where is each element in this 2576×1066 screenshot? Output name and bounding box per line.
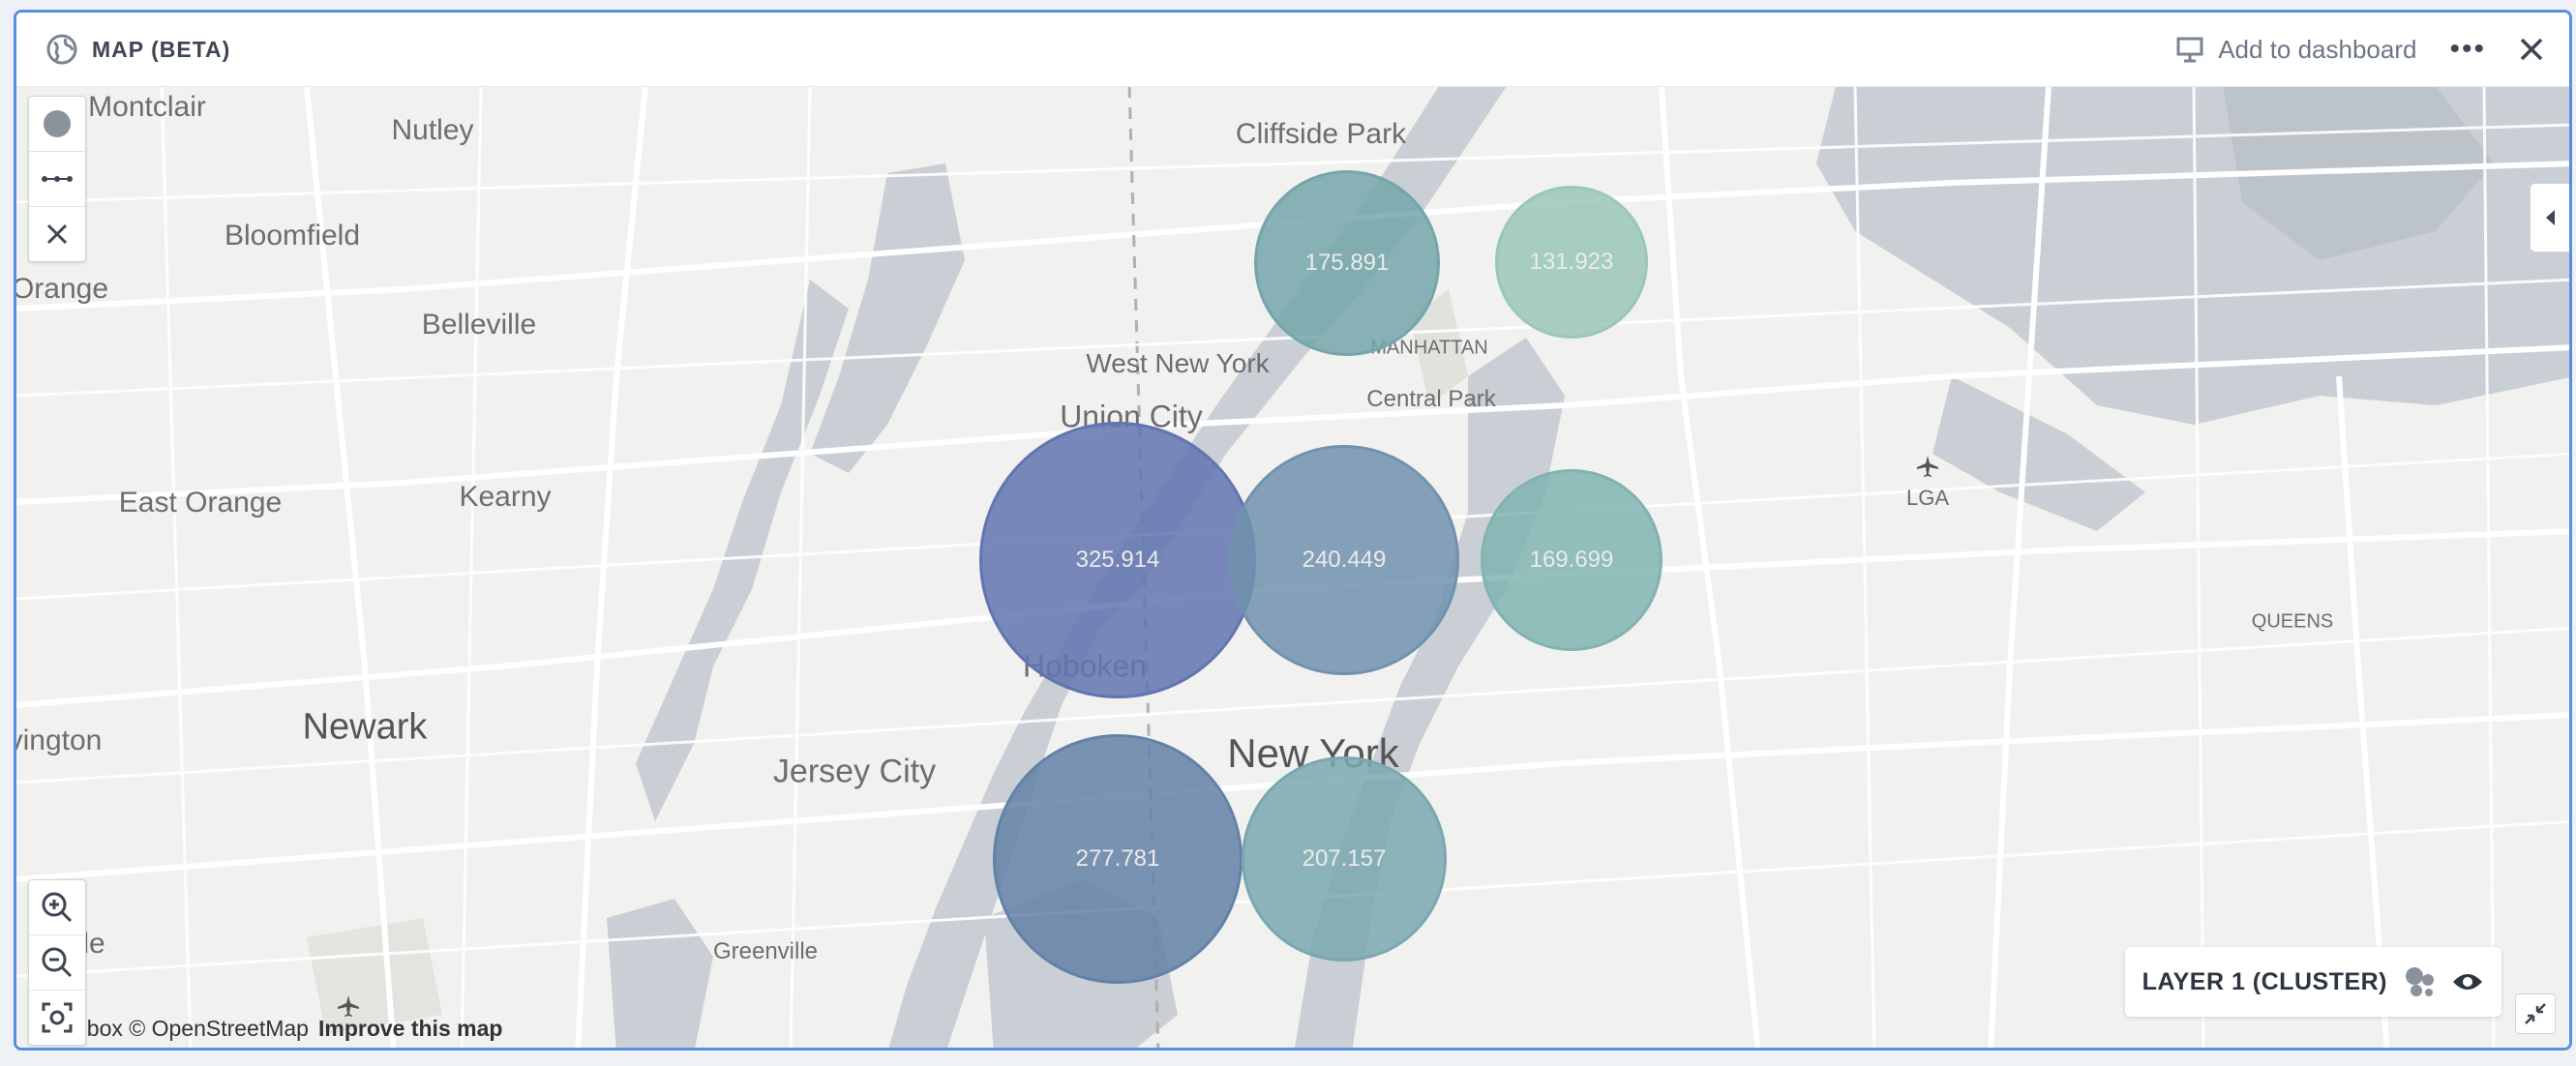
focus-icon bbox=[42, 1002, 73, 1033]
clear-draw-tool[interactable] bbox=[29, 207, 85, 261]
map-label-lga: LGA bbox=[1905, 486, 1950, 510]
map-label-kearny: Kearny bbox=[459, 481, 552, 513]
draw-line-tool[interactable] bbox=[29, 152, 85, 207]
map-label-east-orange: East Orange bbox=[118, 487, 283, 518]
cluster-value: 277.781 bbox=[1075, 845, 1160, 872]
map-label-orange: Orange bbox=[14, 273, 109, 305]
airport-icon bbox=[338, 995, 359, 1017]
collapse-icon bbox=[2525, 1003, 2546, 1024]
cluster-value: 131.923 bbox=[1529, 249, 1614, 275]
zoom-in-button[interactable] bbox=[29, 880, 85, 935]
cluster-icon bbox=[2406, 967, 2434, 996]
map-label-newark: Newark bbox=[302, 706, 428, 748]
cluster-bubble[interactable]: 240.449 bbox=[1229, 445, 1459, 675]
map-label-montclair: Montclair bbox=[88, 91, 206, 123]
cluster-value: 240.449 bbox=[1302, 547, 1387, 573]
attribution-text: pbox © OpenStreetMap bbox=[75, 1016, 309, 1041]
side-panel-toggle[interactable] bbox=[2530, 183, 2569, 252]
cluster-bubble[interactable]: 277.781 bbox=[993, 734, 1243, 984]
zoom-out-button[interactable] bbox=[29, 935, 85, 991]
cluster-value: 169.699 bbox=[1529, 547, 1614, 573]
panel-header: MAP (BETA) Add to dashboard ••• bbox=[16, 13, 2569, 87]
circle-icon bbox=[44, 110, 71, 137]
airport-icon bbox=[1917, 456, 1938, 477]
map-label-jersey-city: Jersey City bbox=[772, 753, 937, 790]
layer-chip[interactable]: LAYER 1 (CLUSTER) bbox=[2124, 947, 2501, 1017]
more-options-button[interactable]: ••• bbox=[2449, 33, 2486, 65]
map-label-nutley: Nutley bbox=[391, 114, 474, 146]
map-canvas[interactable]: Montclair Nutley Cliffside Park Bloomfield O… bbox=[16, 86, 2569, 1048]
draw-point-tool[interactable] bbox=[29, 97, 85, 152]
map-label-manhattan: MANHATTAN bbox=[1370, 337, 1488, 359]
cluster-value: 207.157 bbox=[1302, 845, 1387, 872]
eye-icon[interactable] bbox=[2451, 970, 2484, 993]
map-panel: MAP (BETA) Add to dashboard ••• bbox=[14, 10, 2572, 1051]
map-label-central-park: Central Park bbox=[1366, 386, 1496, 412]
map-label-irvington: vington bbox=[14, 725, 103, 756]
map-label-west-new-york: West New York bbox=[1086, 348, 1270, 378]
cluster-bubble[interactable]: 207.157 bbox=[1242, 756, 1447, 962]
add-to-dashboard-label: Add to dashboard bbox=[2218, 34, 2417, 64]
globe-icon bbox=[46, 34, 77, 65]
cluster-bubble[interactable]: 175.891 bbox=[1254, 170, 1440, 356]
fit-bounds-button[interactable] bbox=[29, 991, 85, 1045]
zoom-out-icon bbox=[42, 947, 73, 978]
improve-map-link[interactable]: Improve this map bbox=[317, 1016, 503, 1041]
map-label-queens: QUEENS bbox=[2251, 610, 2334, 633]
cluster-bubble[interactable]: 131.923 bbox=[1495, 186, 1648, 339]
cluster-value: 175.891 bbox=[1304, 250, 1390, 276]
line-icon bbox=[42, 176, 73, 182]
map-attribution: pbox © OpenStreetMap Improve this map bbox=[75, 1016, 502, 1042]
draw-toolbar bbox=[28, 96, 86, 262]
add-to-dashboard-button[interactable]: Add to dashboard bbox=[2175, 35, 2416, 65]
cluster-bubble[interactable]: 169.699 bbox=[1481, 469, 1662, 651]
panel-title: MAP (BETA) bbox=[92, 36, 231, 62]
layer-name: LAYER 1 (CLUSTER) bbox=[2142, 967, 2387, 995]
exit-fullscreen-button[interactable] bbox=[2515, 993, 2556, 1034]
chevron-left-icon bbox=[2546, 210, 2555, 225]
map-label-bloomfield: Bloomfield bbox=[224, 220, 361, 252]
close-icon bbox=[46, 223, 68, 245]
cluster-bubble[interactable]: 325.914 bbox=[979, 422, 1256, 698]
presentation-icon bbox=[2176, 37, 2203, 63]
map-label-belleville: Belleville bbox=[421, 309, 537, 341]
cluster-value: 325.914 bbox=[1075, 547, 1160, 573]
zoom-in-icon bbox=[42, 892, 73, 923]
close-icon[interactable] bbox=[2519, 37, 2544, 62]
map-label-greenville: Greenville bbox=[712, 938, 819, 964]
map-label-cliffside-park: Cliffside Park bbox=[1235, 118, 1407, 150]
zoom-toolbar bbox=[28, 879, 86, 1046]
